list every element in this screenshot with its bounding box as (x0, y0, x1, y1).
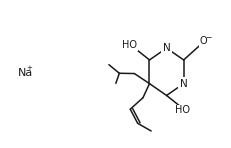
Text: N: N (162, 43, 170, 53)
Text: O: O (199, 36, 206, 46)
Text: HO: HO (175, 105, 189, 115)
Text: N: N (179, 79, 187, 89)
Text: Na: Na (17, 68, 33, 78)
Text: HO: HO (122, 40, 137, 50)
Text: −: − (204, 33, 211, 42)
Text: +: + (26, 65, 32, 71)
